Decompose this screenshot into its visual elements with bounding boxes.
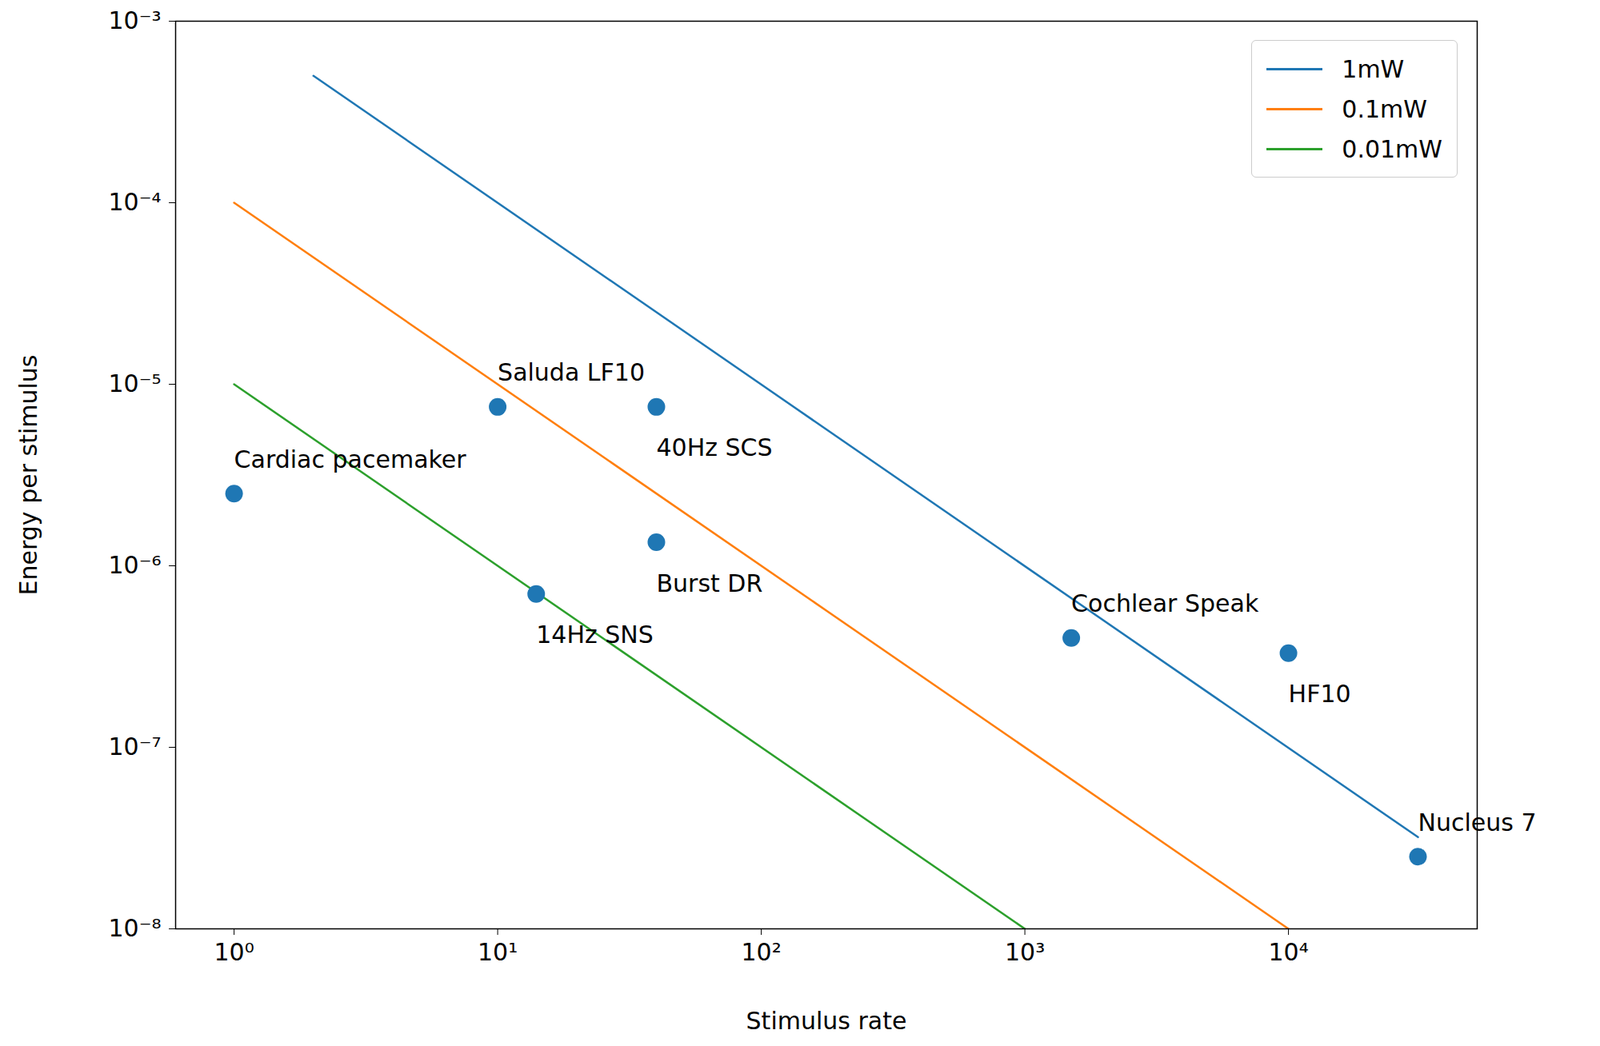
svg-text:HF10: HF10 xyxy=(1288,680,1352,708)
html-text:1mW: 1mW xyxy=(1341,54,1405,83)
svg-text:10²: 10² xyxy=(740,938,781,967)
svg-text:10⁻⁶: 10⁻⁶ xyxy=(108,551,161,580)
svg-text:10³: 10³ xyxy=(1004,938,1045,967)
svg-text:10⁻⁵: 10⁻⁵ xyxy=(108,369,161,398)
svg-text:40Hz SCS: 40Hz SCS xyxy=(656,433,772,462)
svg-text:14Hz SNS: 14Hz SNS xyxy=(536,620,654,649)
svg-text:10¹: 10¹ xyxy=(477,938,518,967)
html-text:0.1mW: 0.1mW xyxy=(1341,94,1428,123)
svg-text:10⁻⁷: 10⁻⁷ xyxy=(108,732,161,761)
svg-text:Nucleus 7: Nucleus 7 xyxy=(1418,808,1537,837)
svg-text:10⁻⁴: 10⁻⁴ xyxy=(108,188,161,216)
svg-text:Burst DR: Burst DR xyxy=(656,569,763,598)
svg-text:Cochlear Speak: Cochlear Speak xyxy=(1071,589,1260,618)
svg-text:10⁰: 10⁰ xyxy=(213,938,254,967)
html-text:0.01mW: 0.01mW xyxy=(1341,134,1443,163)
svg-text:10⁻⁸: 10⁻⁸ xyxy=(108,914,161,943)
svg-text:10⁻³: 10⁻³ xyxy=(108,6,161,35)
svg-text:Cardiac pacemaker: Cardiac pacemaker xyxy=(234,445,468,474)
svg-text:Saluda LF10: Saluda LF10 xyxy=(497,358,645,387)
svg-text:10⁴: 10⁴ xyxy=(1268,938,1308,967)
svg-text:Stimulus rate: Stimulus rate xyxy=(746,1007,908,1036)
svg-text:Energy per stimulus: Energy per stimulus xyxy=(14,355,43,596)
